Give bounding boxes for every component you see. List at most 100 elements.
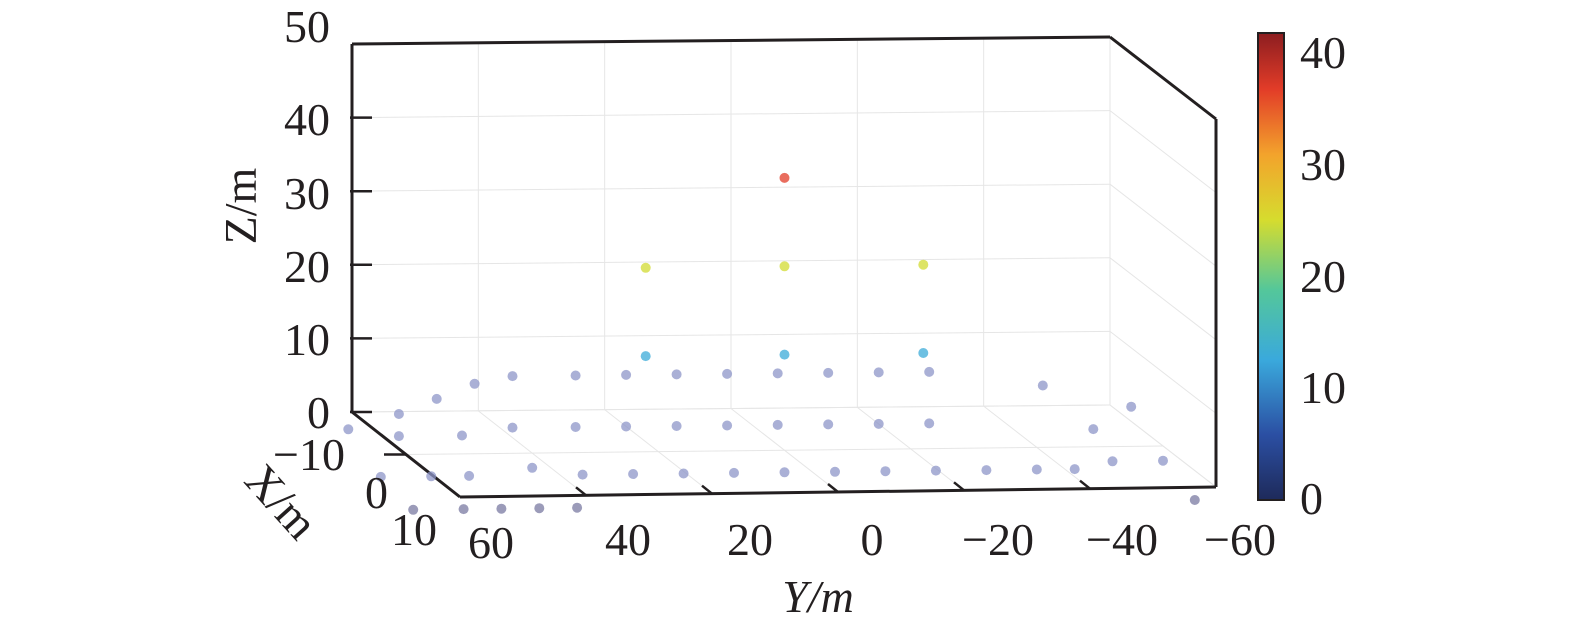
- data-point: [873, 367, 884, 378]
- data-point: [779, 349, 790, 360]
- data-point: [823, 367, 834, 378]
- data-point: [572, 502, 583, 513]
- z-axis-label: Z/m: [215, 167, 266, 244]
- data-point: [1189, 495, 1200, 505]
- data-point: [918, 348, 929, 358]
- grid-line: [405, 445, 1164, 455]
- data-point: [678, 468, 689, 479]
- data-point: [570, 422, 581, 432]
- grid-line: [351, 404, 1111, 413]
- y-tick-label: −60: [1204, 514, 1276, 565]
- data-points: [343, 172, 1200, 515]
- data-point: [426, 471, 437, 482]
- colorbar-tick-label: 0: [1300, 473, 1323, 524]
- data-point: [779, 261, 790, 272]
- data-point: [458, 504, 469, 515]
- data-point: [375, 471, 386, 482]
- grid-line: [1109, 110, 1217, 193]
- data-point: [779, 172, 790, 183]
- data-point: [621, 421, 632, 432]
- data-point: [1037, 380, 1048, 391]
- y-tick-label: 0: [861, 514, 884, 565]
- data-point: [507, 371, 518, 382]
- data-point: [621, 369, 632, 380]
- y-tick: [953, 481, 965, 492]
- data-point: [830, 466, 840, 477]
- grid-line: [1109, 331, 1217, 414]
- z-tick-label: 40: [284, 94, 330, 145]
- axis-line: [351, 35, 1111, 46]
- y-tick: [827, 483, 839, 493]
- data-point: [873, 418, 884, 429]
- data-point: [880, 466, 891, 477]
- data-point: [930, 465, 941, 476]
- data-point: [772, 419, 783, 430]
- data-point: [464, 470, 475, 481]
- z-tick-label: 50: [284, 1, 330, 52]
- y-tick-label: 20: [727, 514, 773, 565]
- data-point: [1069, 464, 1080, 475]
- x-tick-label: 10: [391, 504, 437, 555]
- data-point: [671, 421, 682, 431]
- data-point: [1126, 401, 1137, 412]
- colorbar-tick-label: 30: [1300, 139, 1346, 190]
- axes-box: [350, 35, 1218, 499]
- y-tick-label: −20: [962, 514, 1034, 565]
- data-point: [1088, 424, 1099, 435]
- data-point: [1031, 464, 1042, 475]
- data-point: [570, 370, 581, 381]
- data-point: [924, 418, 935, 429]
- colorbar-gradient: [1257, 32, 1285, 501]
- grid-line: [1109, 257, 1217, 341]
- z-tick-labels: 0 10 20 30 40 50: [284, 1, 330, 438]
- data-point: [496, 503, 507, 514]
- data-point: [772, 368, 783, 379]
- data-point: [640, 351, 651, 362]
- y-tick-labels: 60 40 20 0 −20 −40 −60: [468, 514, 1276, 568]
- data-point: [1107, 456, 1118, 467]
- colorbar: 0 10 20 30 40: [1257, 27, 1346, 524]
- colorbar-tick-label: 40: [1300, 27, 1346, 78]
- data-point: [507, 422, 518, 433]
- data-point: [408, 504, 419, 515]
- data-point: [393, 409, 404, 419]
- data-point: [457, 430, 467, 441]
- y-tick: [1079, 479, 1091, 490]
- y-tick: [575, 486, 587, 497]
- y-tick-label: 60: [468, 517, 514, 568]
- data-point: [823, 419, 834, 430]
- z-tick-label: 30: [284, 168, 330, 219]
- z-tick-label: 0: [307, 387, 330, 438]
- data-point: [671, 369, 682, 380]
- data-point: [393, 431, 404, 442]
- data-point: [640, 262, 651, 273]
- data-point: [534, 503, 545, 514]
- x-tick-label: −10: [273, 429, 345, 480]
- x-tick-labels: −10 0 10: [273, 429, 437, 555]
- y-axis-label: Y/m: [782, 571, 854, 622]
- data-point: [918, 259, 929, 270]
- z-tick-label: 20: [284, 241, 330, 292]
- data-point: [527, 462, 538, 473]
- colorbar-tick-label: 10: [1300, 362, 1346, 413]
- data-point: [577, 469, 588, 480]
- data-point: [981, 465, 992, 476]
- data-point: [779, 467, 790, 478]
- y-tick: [701, 484, 713, 495]
- data-point: [924, 366, 935, 377]
- data-point: [469, 378, 480, 389]
- grid-line: [1109, 183, 1217, 267]
- colorbar-tick-label: 20: [1300, 251, 1346, 302]
- data-point: [1158, 455, 1168, 466]
- data-point: [722, 420, 733, 431]
- y-tick-label: 40: [605, 514, 651, 565]
- data-point: [722, 368, 733, 379]
- x-tick-label: 0: [365, 467, 388, 518]
- data-point: [343, 424, 354, 435]
- axis-line: [1109, 35, 1217, 121]
- data-point: [628, 469, 639, 479]
- z-tick-label: 10: [284, 314, 330, 365]
- y-tick-label: −40: [1086, 514, 1158, 565]
